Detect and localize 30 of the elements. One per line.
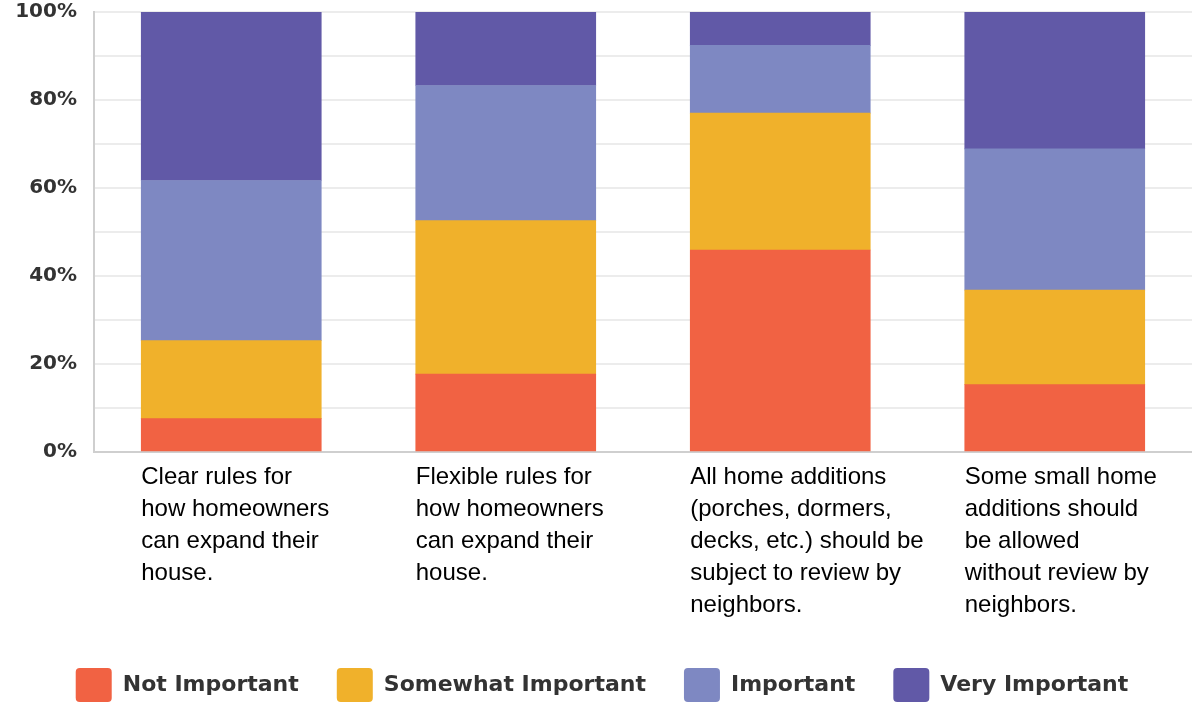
bar: [140, 180, 322, 342]
legend-label: Important: [730, 670, 856, 696]
legend-label: Somewhat Important: [383, 670, 647, 696]
bar: [964, 12, 1146, 150]
x-tick-label: All home additions (porches, dormers, decks, etc.) should be subject to review by neighbors.: [690, 461, 924, 617]
bar: [415, 12, 597, 86]
bar: [415, 373, 597, 452]
bar: [964, 148, 1146, 291]
bar: [964, 384, 1146, 452]
bar: [689, 249, 871, 452]
bar: [415, 220, 597, 375]
y-tick-label: 0%: [43, 438, 77, 463]
legend-label: Not Important: [122, 670, 300, 696]
y-tick-label: 40%: [29, 262, 77, 287]
bar: [140, 418, 322, 452]
bar: [415, 85, 597, 221]
x-tick-label: Some small home additions should be allowed without review by neighbors.: [963, 461, 1157, 617]
bar: [140, 12, 322, 181]
x-tick-label: Clear rules for how homeowners can expand their house.: [141, 461, 330, 585]
y-tick-label: 100%: [15, 0, 77, 23]
legend-label: Very Important: [940, 670, 1129, 696]
x-tick-label: Flexible rules for how homeowners can expand their house.: [415, 461, 604, 585]
y-tick-label: 80%: [29, 86, 77, 111]
bar: [964, 289, 1146, 386]
bar: [140, 340, 322, 419]
bar: [689, 45, 871, 114]
bar: [689, 12, 871, 46]
bar: [689, 112, 871, 251]
y-tick-label: 60%: [29, 174, 77, 199]
y-tick-label: 20%: [29, 350, 77, 375]
